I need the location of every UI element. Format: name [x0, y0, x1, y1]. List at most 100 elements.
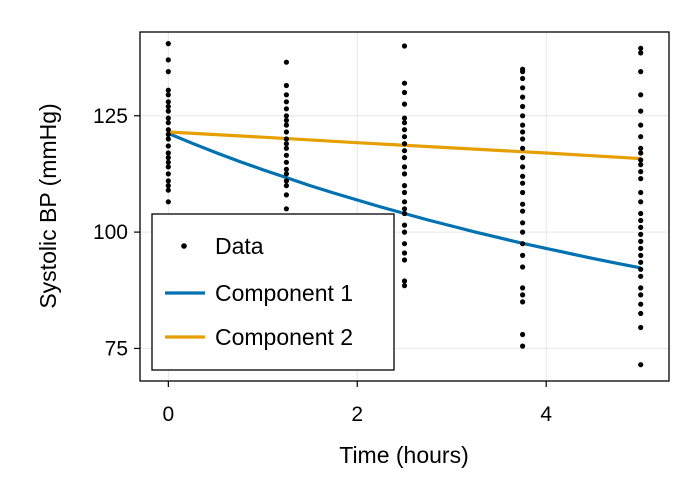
- data-point: [165, 108, 171, 114]
- data-point: [283, 82, 289, 89]
- data-point: [638, 217, 644, 224]
- data-point: [520, 155, 526, 161]
- data-point: [283, 183, 289, 189]
- data-point: [401, 241, 408, 247]
- x-tick-label-1: 2: [351, 403, 363, 426]
- data-point: [638, 266, 644, 272]
- x-tick-label-2: 4: [540, 403, 552, 426]
- x-ticks: 0 2 4: [162, 381, 552, 426]
- data-point: [638, 145, 644, 151]
- data-point: [165, 57, 171, 63]
- data-point: [520, 220, 526, 226]
- data-point: [165, 159, 171, 165]
- data-point: [638, 210, 644, 217]
- data-point: [520, 94, 526, 100]
- data-point: [638, 157, 644, 163]
- data-point: [165, 143, 171, 149]
- y-tick-label-2: 125: [93, 105, 128, 128]
- data-point: [165, 199, 171, 205]
- data-point: [401, 164, 408, 170]
- data-point: [401, 120, 408, 126]
- data-point: [638, 285, 644, 291]
- data-point: [520, 343, 526, 349]
- data-point: [638, 231, 644, 237]
- data-point: [520, 299, 526, 305]
- legend: Data Component 1 Component 2: [151, 213, 395, 371]
- data-point: [401, 43, 408, 49]
- data-point: [283, 113, 289, 119]
- data-point: [520, 331, 526, 338]
- data-point: [520, 189, 526, 196]
- data-point: [401, 127, 408, 133]
- y-axis-label: Systolic BP (mmHg): [35, 103, 61, 308]
- data-point: [638, 45, 644, 51]
- data-point: [401, 134, 408, 140]
- data-point: [638, 238, 644, 244]
- data-point: [401, 171, 408, 177]
- data-point: [638, 134, 644, 140]
- data-point: [401, 257, 408, 263]
- data-point: [401, 206, 408, 212]
- data-point: [165, 120, 171, 126]
- data-point: [283, 206, 289, 212]
- data-point: [283, 99, 289, 105]
- x-tick-label-0: 0: [162, 403, 174, 426]
- data-point: [638, 292, 644, 298]
- data-point: [638, 50, 644, 56]
- data-point: [520, 180, 526, 186]
- data-point: [520, 103, 526, 110]
- data-point: [283, 122, 289, 128]
- data-point: [638, 259, 644, 265]
- data-point: [520, 241, 526, 247]
- data-point: [283, 171, 289, 177]
- data-point: [638, 310, 644, 317]
- data-point: [401, 199, 408, 205]
- legend-label-data: Data: [215, 233, 264, 259]
- data-point: [165, 178, 171, 184]
- data-point: [283, 59, 289, 65]
- data-point: [401, 148, 408, 154]
- data-point: [165, 92, 171, 98]
- data-point: [520, 69, 526, 75]
- data-point: [283, 117, 289, 123]
- data-point: [165, 131, 171, 137]
- data-point: [638, 69, 644, 75]
- data-point: [638, 199, 644, 205]
- data-point: [638, 108, 644, 114]
- data-point: [165, 183, 171, 189]
- data-point: [520, 136, 526, 142]
- data-point: [165, 187, 171, 193]
- data-point: [638, 224, 644, 230]
- data-point: [165, 136, 171, 142]
- data-point: [401, 183, 408, 189]
- data-point: [638, 189, 644, 196]
- data-point: [520, 129, 526, 135]
- legend-data-marker: [181, 243, 187, 249]
- data-point: [283, 136, 289, 142]
- data-point: [283, 106, 289, 112]
- data-point: [401, 189, 408, 196]
- data-point: [520, 122, 526, 128]
- data-point: [401, 278, 408, 284]
- data-point: [520, 208, 526, 214]
- data-point: [283, 129, 289, 135]
- data-point: [165, 150, 171, 156]
- data-point: [401, 80, 408, 86]
- data-point: [520, 113, 526, 119]
- data-point: [165, 41, 171, 47]
- data-point: [638, 245, 644, 251]
- y-tick-label-1: 100: [93, 221, 128, 244]
- data-point: [520, 252, 526, 258]
- data-point: [401, 250, 408, 256]
- data-point: [401, 229, 408, 235]
- data-point: [520, 264, 526, 270]
- scatter-points: [165, 41, 644, 368]
- data-point: [165, 69, 171, 75]
- plot-frame: [139, 31, 670, 382]
- y-tick-label-0: 75: [105, 337, 128, 360]
- data-point: [401, 222, 408, 228]
- data-point: [520, 145, 526, 151]
- data-point: [165, 115, 171, 121]
- data-point: [165, 164, 171, 170]
- data-point: [638, 252, 644, 258]
